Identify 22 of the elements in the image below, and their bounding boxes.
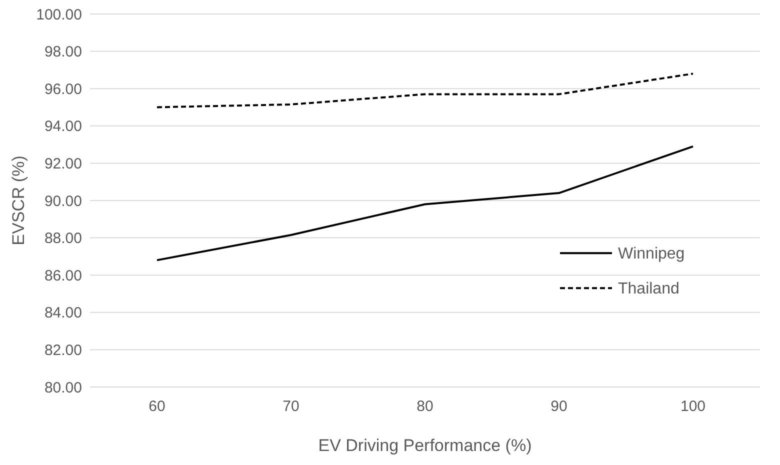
- line-series: [156, 72, 694, 108]
- y-tick-label: 100.00: [36, 6, 82, 24]
- y-tick-label: 86.00: [44, 267, 82, 284]
- y-tick-label: 92.00: [44, 155, 82, 172]
- y-tick-label: 94.00: [44, 118, 82, 136]
- y-tick-label: 82.00: [44, 342, 82, 359]
- x-tick-label: 70: [282, 398, 300, 415]
- y-tick-label: 84.00: [44, 304, 82, 322]
- y-tick-label: 96.00: [44, 80, 82, 98]
- y-axis-title: EVSCR (%): [9, 156, 28, 246]
- y-tick-label: 98.00: [44, 44, 82, 61]
- y-tick-label: 88.00: [44, 230, 82, 248]
- x-tick-label: 90: [550, 398, 568, 415]
- legend-label: Winnipeg: [618, 246, 685, 263]
- x-tick-label: 60: [148, 398, 166, 415]
- legend-label: Thailand: [618, 280, 680, 298]
- y-tick-label: 80.00: [44, 379, 82, 396]
- x-axis-title: EV Driving Performance (%): [318, 436, 532, 455]
- x-tick-label: 100: [680, 398, 706, 415]
- y-tick-label: 90.00: [44, 192, 82, 210]
- x-tick-label: 80: [416, 398, 434, 415]
- line-series: [156, 145, 694, 262]
